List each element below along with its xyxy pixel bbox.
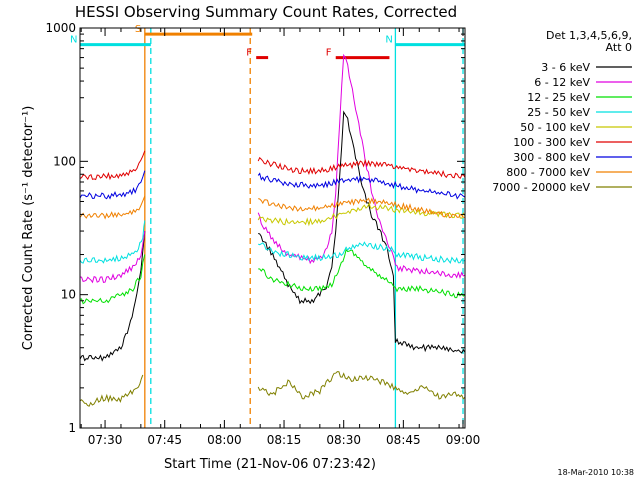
series-line [79, 231, 146, 284]
legend-label: 800 - 7000 keV [506, 166, 590, 179]
series-line [257, 172, 466, 200]
legend: Det 1,3,4,5,6,9,Att 0 3 - 6 keV 6 - 12 keV… [492, 29, 632, 194]
x-tick-label: 08:45 [386, 433, 421, 447]
legend-label: 3 - 6 keV [541, 61, 590, 74]
series-line [79, 374, 144, 407]
flag-label: N [385, 35, 392, 46]
x-tick-label: 08:00 [207, 433, 242, 447]
series-line [79, 254, 146, 305]
x-tick-label: 08:15 [267, 433, 302, 447]
series-line [79, 170, 146, 200]
series-line [79, 231, 146, 362]
series-line [258, 110, 466, 354]
legend-label: 12 - 25 keV [527, 91, 590, 104]
series-line [257, 371, 466, 400]
legend-label: 100 - 300 keV [513, 136, 590, 149]
x-tick-label: 07:45 [147, 433, 182, 447]
flag-label: F [246, 48, 252, 59]
x-tick-label: 09:00 [446, 433, 481, 447]
series-line [258, 197, 466, 219]
series-line [79, 195, 146, 220]
series-line [258, 241, 466, 265]
x-tick-label: 07:30 [88, 433, 123, 447]
series-line [258, 248, 466, 299]
y-tick-label: 100 [53, 154, 76, 168]
legend-label: 6 - 12 keV [534, 76, 590, 89]
y-tick-label: 1 [68, 421, 76, 435]
series-line [257, 156, 466, 179]
series-line [79, 150, 146, 181]
x-axis-label: Start Time (21-Nov-06 07:23:42) [164, 457, 376, 472]
y-tick-label: 1000 [45, 21, 76, 35]
flag-label: N [70, 35, 77, 46]
footer-timestamp: 18-Mar-2010 10:38 [558, 468, 635, 477]
legend-label: 7000 - 20000 keV [492, 181, 590, 194]
legend-label: 25 - 50 keV [527, 106, 590, 119]
legend-label: 300 - 800 keV [513, 151, 590, 164]
plot-frame [79, 27, 466, 429]
legend-label: 50 - 100 keV [520, 121, 590, 134]
series-line [79, 220, 146, 264]
chart-title: HESSI Observing Summary Count Rates, Cor… [75, 3, 457, 21]
y-axis-label: Corrected Count Rate (s⁻¹ detector⁻¹) [21, 106, 36, 351]
legend-header: Det 1,3,4,5,6,9, [546, 29, 632, 42]
flag-label: S [135, 24, 141, 35]
x-tick-label: 08:30 [326, 433, 361, 447]
plot-area: S N N F F 1 10 100 1000 07:30 07:45 08:00 08:15 08:30… [45, 21, 480, 447]
y-tick-label: 10 [61, 288, 76, 302]
legend-header: Att 0 [606, 41, 632, 54]
flag-label: F [326, 48, 332, 59]
